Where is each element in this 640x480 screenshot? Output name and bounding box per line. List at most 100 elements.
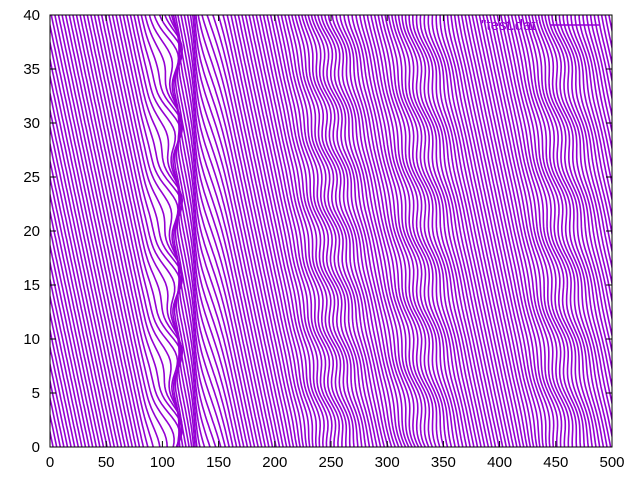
series-trace-line (201, 15, 301, 447)
series-trace-line (291, 15, 386, 447)
series-trace-line (464, 15, 555, 447)
series-trace-line (301, 15, 396, 447)
series-trace-line (122, 15, 211, 447)
series-trace-line (192, 15, 288, 447)
series-trace-line (343, 15, 437, 447)
series-trace-line (115, 15, 201, 447)
series-trace-line (186, 15, 281, 447)
y-tick-label: 5 (32, 385, 40, 402)
series-trace-line (327, 15, 423, 447)
series-trace-line (423, 15, 518, 447)
series-trace-line (439, 15, 532, 447)
series-trace-line (248, 15, 341, 447)
series-trace-line (460, 15, 551, 447)
series-trace-line (339, 15, 434, 447)
series-trace-line (547, 15, 612, 305)
series-trace-line (168, 15, 256, 447)
series-trace-line (57, 15, 154, 447)
series-trace-line (50, 55, 134, 447)
y-tick-label: 10 (23, 331, 40, 348)
series-trace-line (415, 15, 511, 447)
series-trace-line (222, 15, 314, 447)
series-trace-line (50, 15, 145, 447)
series-trace-line (510, 15, 605, 447)
series-trace-line (72, 15, 181, 447)
series-trace-line (524, 15, 612, 423)
series-trace-line (251, 15, 344, 447)
series-trace-line (133, 15, 227, 447)
series-trace-line (50, 174, 108, 447)
series-trace-line (75, 15, 184, 447)
series-trace-line (355, 15, 449, 447)
series-trace-line (589, 15, 612, 119)
series-trace-line (284, 15, 378, 447)
series-trace-line (50, 191, 105, 447)
series-trace-line (471, 15, 563, 447)
series-trace-line (482, 15, 574, 447)
series-trace-line (164, 15, 252, 447)
y-axis: 0 5 10 15 20 25 30 35 40 (23, 7, 612, 456)
series-trace-line (144, 15, 238, 447)
series-trace-line (446, 15, 538, 447)
series-trace-line (397, 15, 493, 447)
series-trace-line (197, 15, 298, 447)
series-trace-line (50, 140, 116, 447)
series-trace-line (514, 15, 608, 447)
series-trace-line (183, 15, 277, 447)
series-trace-line (217, 15, 311, 447)
series-trace-line (259, 15, 351, 447)
series-trace-line (97, 15, 190, 447)
series-trace-line (180, 15, 274, 447)
series-trace-line (158, 15, 249, 447)
series-trace-line (586, 15, 612, 136)
series-trace-line (551, 15, 612, 288)
series-trace-line (86, 15, 181, 447)
y-tick-label: 35 (23, 61, 40, 78)
x-tick-label: 200 (262, 454, 287, 471)
series-trace-line (304, 15, 400, 447)
series-trace-line (517, 15, 612, 447)
series-trace-line (193, 15, 291, 447)
series-trace-line (492, 15, 586, 447)
series-trace-line (226, 15, 318, 447)
series-trace-line (431, 15, 525, 447)
series-trace-line (366, 15, 460, 447)
series-trace-line (140, 15, 234, 447)
x-tick-label: 150 (206, 454, 231, 471)
series-trace-line (104, 15, 195, 447)
series-trace-line (79, 15, 183, 447)
series-trace-line (310, 15, 407, 447)
y-tick-label: 40 (23, 7, 40, 24)
x-tick-label: 500 (599, 454, 624, 471)
series-trace-line (373, 15, 468, 447)
series-trace-line (478, 15, 570, 447)
series-trace-line (351, 15, 445, 447)
y-tick-label: 25 (23, 169, 40, 186)
series-trace-line (50, 89, 126, 447)
series-trace-line (255, 15, 348, 447)
series-trace-line (485, 15, 578, 447)
series-trace-line (206, 15, 305, 447)
series-trace-line (347, 15, 441, 447)
series-trace-line (475, 15, 567, 447)
series-trace-line (111, 15, 198, 447)
series-trace-line (100, 15, 193, 447)
series-trace-line (233, 15, 325, 447)
series-trace-line (566, 15, 612, 220)
series-trace-line (370, 15, 464, 447)
series-trace-line (273, 15, 367, 447)
series-trace-line (277, 15, 371, 447)
series-trace-line (136, 15, 230, 447)
series-trace-line (537, 15, 612, 355)
series-trace-line (578, 15, 612, 170)
series-trace-line (153, 15, 245, 447)
series-trace-line (177, 15, 270, 447)
series-trace-line (534, 15, 612, 373)
series-trace-line (262, 15, 355, 447)
y-tick-label: 30 (23, 115, 40, 132)
y-tick-label: 20 (23, 223, 40, 240)
series-trace-line (287, 15, 382, 447)
series-trace-line (50, 157, 112, 447)
series-trace-line (241, 15, 333, 447)
series-trace-line (244, 15, 337, 447)
